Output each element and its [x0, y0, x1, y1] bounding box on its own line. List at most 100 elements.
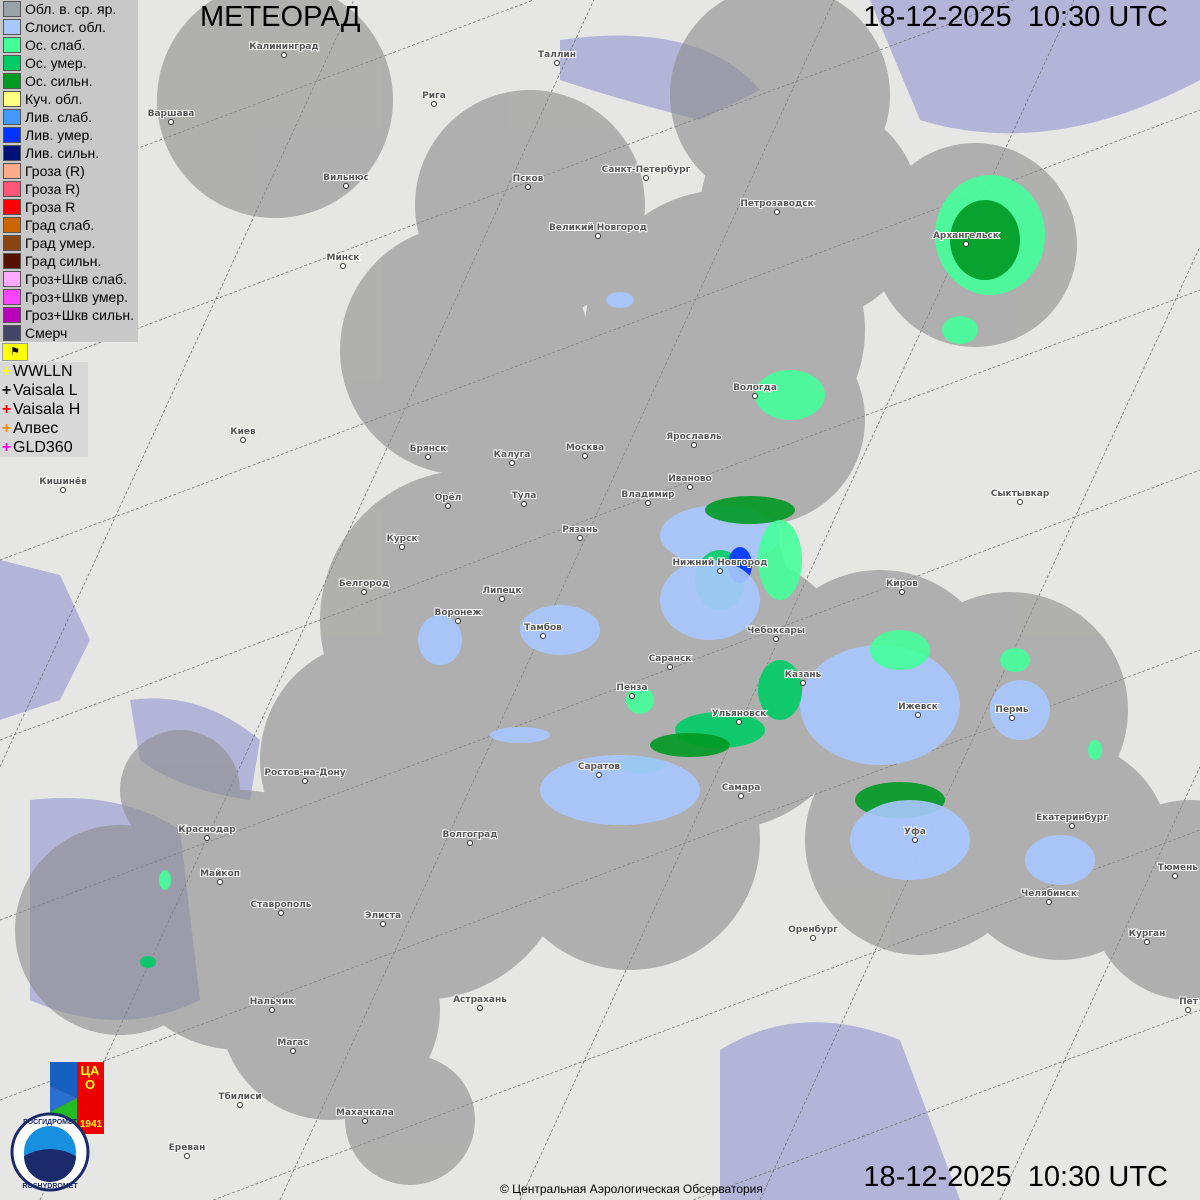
legend-label: Лив. сильн.	[25, 145, 100, 161]
city-label: Ростов-на-Дону	[264, 768, 345, 778]
city-dot	[380, 921, 386, 927]
city-label: Великий Новгород	[549, 223, 647, 233]
city-dot	[577, 535, 583, 541]
legend-label: Обл. в. ср. яр.	[25, 1, 117, 17]
city-label: Махачкала	[336, 1108, 394, 1118]
city-markers: Калининград Таллин Рига Варшава Вильнюс Псков…	[38, 41, 1200, 1159]
precip-echo	[990, 680, 1050, 740]
legend-swatch	[3, 307, 21, 323]
legend-label: Ос. умер.	[25, 55, 87, 71]
legend-label: Слоист. обл.	[25, 19, 106, 35]
city-label: Орёл	[435, 493, 462, 503]
cross-icon: +	[1, 419, 12, 437]
city-dot	[1017, 499, 1023, 505]
city-dot	[810, 935, 816, 941]
precip-echo	[850, 800, 970, 880]
svg-text:ROSHYDROMET: ROSHYDROMET	[22, 1183, 78, 1190]
radar-coverage-circle	[120, 730, 240, 850]
city-dot	[643, 175, 649, 181]
city-label: Саратов	[578, 762, 621, 772]
city-label: Нальчик	[250, 997, 294, 1007]
city-dot	[509, 460, 515, 466]
city-label: Курск	[386, 534, 417, 544]
city-dot	[717, 568, 723, 574]
legend-label: Лив. умер.	[25, 127, 94, 143]
city-dot	[1069, 823, 1075, 829]
city-label: Рига	[422, 91, 446, 101]
city-label: Владимир	[621, 490, 675, 500]
legend-swatch	[3, 145, 21, 161]
city-label: Екатеринбург	[1036, 812, 1108, 823]
lightning-label: GLD360	[13, 438, 73, 456]
legend-label: Куч. обл.	[25, 91, 83, 107]
city-label: Киев	[230, 427, 256, 437]
city-label: Брянск	[410, 444, 447, 454]
city-dot	[399, 544, 405, 550]
lightning-label: WWLLN	[13, 362, 73, 380]
precip-echo	[490, 727, 550, 743]
precip-echo	[870, 630, 930, 670]
city-label: Тбилиси	[218, 1091, 261, 1102]
city-dot	[217, 879, 223, 885]
water-body	[720, 1022, 960, 1200]
legend-label: Гроз+Шкв сильн.	[25, 307, 134, 323]
legend-item: Гроз+Шкв слаб.	[0, 270, 138, 288]
city-dot	[425, 454, 431, 460]
city-dot	[645, 500, 651, 506]
legend: Обл. в. ср. яр. Слоист. обл. Ос. слаб. Ос. …	[0, 0, 138, 342]
legend-swatch	[3, 199, 21, 215]
city-dot	[1144, 939, 1150, 945]
city-dot	[499, 596, 505, 602]
lightning-label: Алвес	[13, 419, 59, 437]
radar-coverage	[15, 0, 1200, 1185]
legend-swatch	[3, 163, 21, 179]
city-label: Москва	[566, 443, 604, 453]
city-dot	[915, 712, 921, 718]
city-dot	[269, 1007, 275, 1013]
legend-item: Ос. сильн.	[0, 72, 138, 90]
city-label: Тюмень	[1158, 863, 1199, 873]
legend-swatch	[3, 127, 21, 143]
city-dot	[431, 101, 437, 107]
precip-echo	[758, 660, 802, 720]
city-label: Минск	[327, 253, 360, 263]
city-dot	[595, 233, 601, 239]
city-label: Иваново	[668, 474, 712, 484]
city-dot	[912, 837, 918, 843]
water-body	[870, 0, 1200, 134]
city-dot	[752, 393, 758, 399]
city-dot	[554, 60, 560, 66]
city-label: Саранск	[649, 654, 692, 664]
city-label: Вологда	[733, 383, 777, 393]
timestamp-bottom: 18-12-2025 10:30 UTC	[863, 1161, 1168, 1193]
city-label: Нижний Новгород	[673, 558, 768, 568]
legend-swatch	[3, 73, 21, 89]
meridian-line	[0, 0, 355, 767]
city-label: Санкт-Петербург	[602, 164, 691, 175]
city-label: Белгород	[339, 579, 389, 589]
precip-echo	[1025, 835, 1095, 885]
city-dot	[667, 664, 673, 670]
svg-text:РОСГИДРОМЕТ: РОСГИДРОМЕТ	[23, 1119, 78, 1126]
legend-item: Гроза (R)	[0, 162, 138, 180]
flag-icon[interactable]: ⚑	[2, 343, 28, 361]
city-dot	[184, 1153, 190, 1159]
city-dot	[60, 487, 66, 493]
city-label: Самара	[722, 783, 761, 793]
city-label: Ярославль	[666, 432, 722, 442]
precip-echo	[418, 615, 462, 665]
city-dot	[736, 719, 742, 725]
legend-label: Гроза R	[25, 199, 76, 215]
legend-label: Ос. слаб.	[25, 37, 86, 53]
precip-echo	[942, 316, 978, 344]
city-dot	[582, 453, 588, 459]
city-dot	[290, 1048, 296, 1054]
legend-item: Лив. сильн.	[0, 144, 138, 162]
precip-echo	[140, 956, 156, 968]
lightning-legend: + WWLLN + Vaisala L + Vaisala H + Алвес + GLD360	[0, 362, 88, 457]
city-label: Таллин	[538, 50, 576, 60]
precip-echo	[1000, 648, 1030, 672]
city-label: Астрахань	[453, 995, 507, 1005]
city-dot	[629, 693, 635, 699]
